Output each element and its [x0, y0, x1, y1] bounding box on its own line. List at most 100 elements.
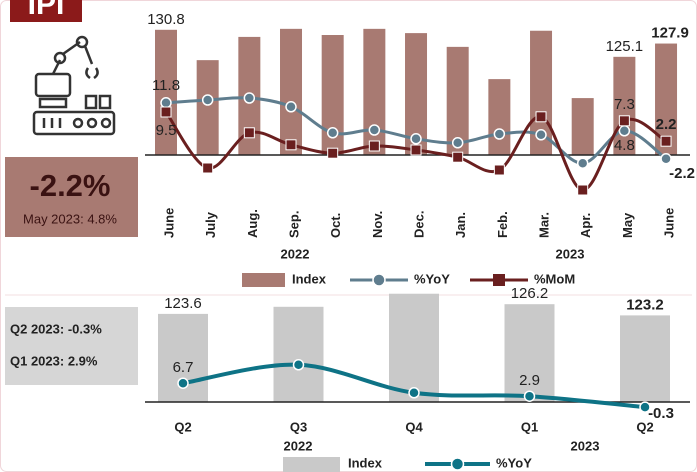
marker	[327, 147, 339, 159]
marker	[577, 184, 589, 196]
marker	[292, 359, 305, 371]
legend-label: %YoY	[496, 455, 532, 470]
bar	[571, 98, 594, 155]
summary-value: -2.2%	[30, 168, 111, 203]
marker	[451, 137, 464, 149]
value-label: 123.6	[164, 295, 202, 312]
x-tick-label: Aug.	[245, 209, 260, 238]
bar	[446, 46, 469, 155]
bar	[196, 60, 219, 155]
x-tick-label: Dec.	[411, 211, 426, 238]
value-label: 2.2	[656, 116, 677, 133]
x-tick-label: Mar.	[536, 212, 551, 238]
bar	[504, 304, 555, 402]
marker	[639, 401, 651, 413]
x-tick-label: Q2	[174, 419, 191, 434]
bar	[273, 306, 324, 402]
x-tick-label: Oct.	[328, 213, 343, 238]
marker	[368, 140, 380, 152]
value-label: 2.9	[519, 372, 540, 389]
quarter-box	[5, 307, 138, 385]
legend-marker	[450, 457, 465, 471]
marker	[285, 101, 297, 113]
marker	[177, 377, 189, 389]
marker	[618, 125, 631, 137]
value-label: 4.8	[614, 137, 635, 154]
logo-text: IPI	[28, 0, 65, 21]
marker	[493, 164, 505, 176]
x-tick-label: Sep.	[286, 211, 301, 238]
marker	[160, 97, 172, 109]
marker	[493, 128, 506, 140]
legend-label: %MoM	[534, 271, 575, 286]
marker	[368, 124, 381, 136]
marker	[576, 157, 589, 169]
value-label: 125.1	[606, 38, 644, 55]
x-tick-label: Nov.	[370, 211, 385, 238]
legend-swatch	[242, 273, 285, 287]
value-label: 6.7	[173, 359, 194, 376]
x-tick-label: July	[203, 211, 218, 238]
marker	[660, 135, 672, 147]
marker	[202, 162, 214, 174]
marker	[408, 387, 420, 399]
logo-box	[10, 0, 82, 22]
quarter-summary: Q2 2023: -0.3%	[10, 321, 102, 336]
x-tick-label: Q1	[521, 419, 538, 434]
marker	[160, 106, 172, 118]
x-tick-label: Apr.	[578, 213, 593, 238]
marker	[523, 390, 536, 402]
bar	[389, 293, 439, 402]
robot-icon	[32, 35, 116, 136]
marker	[243, 127, 255, 139]
legend-marker	[493, 274, 505, 286]
marker	[201, 94, 214, 106]
marker	[410, 144, 422, 156]
bar	[405, 33, 428, 156]
bar	[655, 43, 678, 156]
legend-marker	[372, 273, 386, 287]
value-label: 123.2	[626, 296, 664, 313]
quarter-summary: Q1 2023: 2.9%	[10, 353, 98, 368]
x-group-label: 2023	[556, 246, 585, 261]
legend-label: Index	[348, 455, 383, 470]
x-group-label: 2023	[571, 438, 600, 453]
value-label: -2.2	[669, 165, 695, 182]
x-tick-label: May	[620, 212, 635, 238]
bar	[620, 315, 670, 402]
bar	[363, 28, 386, 155]
x-tick-label: Jan.	[453, 212, 468, 238]
x-group-label: 2022	[284, 438, 313, 453]
x-tick-label: Feb.	[495, 211, 510, 238]
marker	[410, 133, 422, 145]
value-label: 11.8	[152, 77, 180, 94]
marker	[285, 139, 297, 151]
marker	[535, 111, 547, 123]
summary-box	[5, 157, 138, 237]
x-tick-label: Q3	[290, 419, 307, 434]
x-tick-label: Q2	[636, 419, 653, 434]
x-tick-label: June	[661, 208, 676, 238]
bar	[488, 79, 511, 155]
marker	[535, 129, 547, 141]
value-label: 130.8	[147, 11, 185, 28]
value-label: 7.3	[614, 96, 635, 113]
bar	[530, 30, 553, 156]
marker	[660, 153, 672, 165]
x-tick-label: Q4	[405, 419, 423, 434]
bar	[280, 28, 303, 155]
value-label: -0.3	[648, 405, 674, 422]
x-tick-label: June	[161, 208, 176, 238]
marker	[618, 115, 630, 127]
marker	[243, 92, 256, 104]
value-label: 9.5	[156, 122, 177, 139]
bar	[321, 35, 344, 155]
value-label: 126.2	[511, 285, 549, 302]
legend-label: Index	[292, 271, 327, 286]
marker	[452, 151, 464, 163]
x-group-label: 2022	[281, 246, 310, 261]
value-label: 127.9	[651, 25, 689, 42]
legend-label: %YoY	[414, 271, 450, 286]
marker	[326, 127, 339, 139]
summary-note: May 2023: 4.8%	[23, 211, 117, 226]
